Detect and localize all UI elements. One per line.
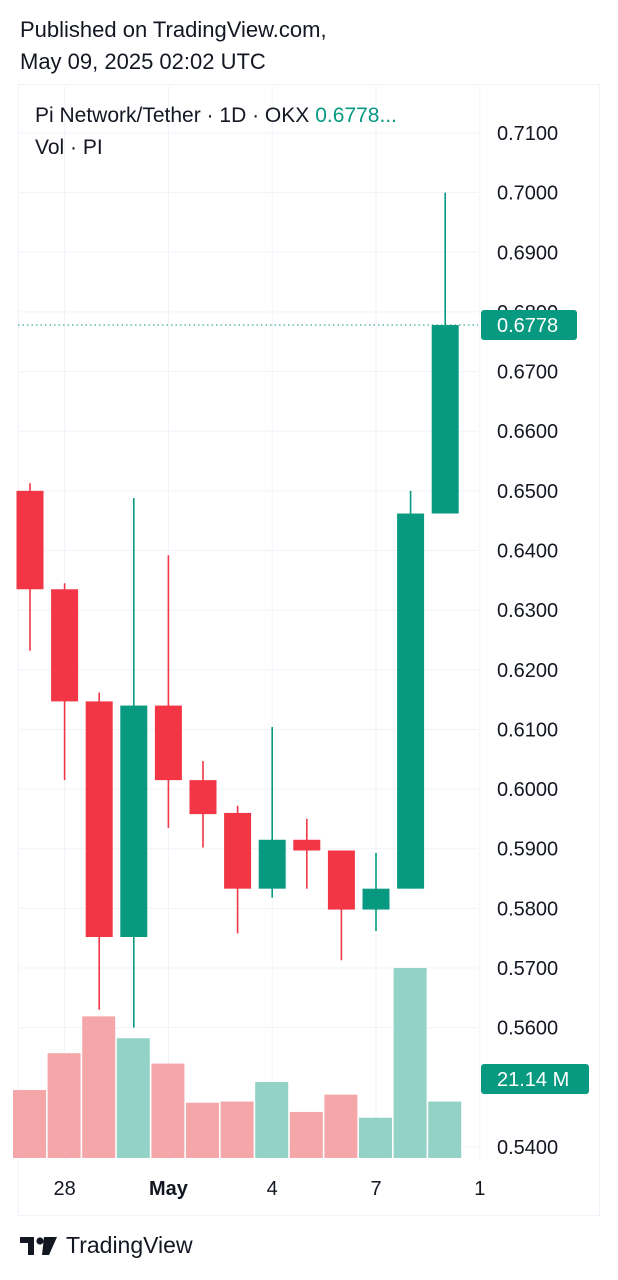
candle-body bbox=[51, 589, 79, 702]
y-tick-label: 0.5400 bbox=[497, 1137, 558, 1159]
volume-tag bbox=[481, 1064, 589, 1094]
volume-value-label: 21.14 M bbox=[497, 1069, 569, 1091]
tradingview-logo-icon bbox=[20, 1236, 57, 1255]
volume-bar bbox=[289, 1111, 323, 1158]
candle-body bbox=[431, 325, 459, 514]
y-tick-label: 0.6300 bbox=[497, 600, 558, 622]
volume-bar bbox=[393, 968, 427, 1158]
y-tick-label: 0.6600 bbox=[497, 421, 558, 443]
y-tick-label: 0.6400 bbox=[497, 541, 558, 563]
y-tick-label: 0.7100 bbox=[497, 123, 558, 145]
tradingview-footer: TradingView bbox=[20, 1232, 193, 1259]
volume-bar bbox=[428, 1101, 462, 1158]
volume-bar bbox=[47, 1053, 81, 1158]
volume-bar bbox=[324, 1094, 358, 1158]
volume-bar bbox=[255, 1082, 289, 1158]
published-note: Published on TradingView.com, May 09, 20… bbox=[20, 14, 327, 78]
symbol-label[interactable]: Pi Network/Tether · 1D · OKX bbox=[35, 104, 310, 127]
candle-body bbox=[154, 705, 182, 781]
y-tick-label: 0.5700 bbox=[497, 958, 558, 980]
last-price-label: 0.6778 bbox=[497, 315, 558, 337]
volume-bar bbox=[116, 1038, 150, 1158]
chart-legend: Pi Network/Tether · 1D · OKX 0.6778... Vo… bbox=[35, 100, 397, 164]
candle-body bbox=[85, 701, 113, 937]
last-price-legend: 0.6778... bbox=[315, 104, 397, 127]
x-tick-label: 28 bbox=[53, 1178, 75, 1200]
x-tick-label: 4 bbox=[267, 1178, 278, 1200]
x-tick-label: May bbox=[149, 1178, 189, 1200]
volume-bar bbox=[186, 1102, 219, 1158]
candle-body bbox=[293, 839, 321, 851]
volume-bar bbox=[151, 1063, 185, 1158]
y-tick-label: 0.6900 bbox=[497, 242, 558, 264]
y-tick-label: 0.6000 bbox=[497, 779, 558, 801]
y-axis: 0.71000.70000.69000.68000.67000.66000.65… bbox=[497, 123, 558, 1159]
last-price-tag bbox=[481, 310, 577, 341]
candle-body bbox=[16, 490, 44, 590]
y-tick-label: 0.6100 bbox=[497, 719, 558, 741]
volume-bar bbox=[220, 1101, 254, 1158]
chart-panel bbox=[18, 84, 600, 1216]
candle-body bbox=[224, 812, 252, 889]
y-tick-label: 0.5600 bbox=[497, 1018, 558, 1040]
y-tick-label: 0.6200 bbox=[497, 660, 558, 682]
candle-body bbox=[120, 705, 148, 937]
y-tick-label: 0.7000 bbox=[497, 183, 558, 205]
volume-bar bbox=[82, 1016, 116, 1158]
candle-body bbox=[362, 888, 390, 910]
price-labels: 0.6778 21.14 M bbox=[18, 310, 589, 1094]
candles bbox=[16, 192, 459, 1028]
y-tick-label: 0.5800 bbox=[497, 898, 558, 920]
candle-body bbox=[397, 513, 425, 889]
volume-bar bbox=[359, 1117, 392, 1158]
y-tick-label: 0.5900 bbox=[497, 839, 558, 861]
x-axis: 28 May 4 7 1 bbox=[53, 1178, 485, 1200]
volume-bars bbox=[13, 968, 462, 1158]
published-line-2: May 09, 2025 02:02 UTC bbox=[20, 49, 266, 74]
volume-bar bbox=[13, 1090, 46, 1158]
y-tick-label: 0.6700 bbox=[497, 362, 558, 384]
candle-body bbox=[327, 850, 355, 910]
candle-body bbox=[258, 839, 286, 889]
y-tick-label: 0.6500 bbox=[497, 481, 558, 503]
tradingview-brand: TradingView bbox=[66, 1232, 193, 1258]
x-tick-label: 7 bbox=[370, 1178, 381, 1200]
volume-legend[interactable]: Vol · PI bbox=[35, 136, 103, 159]
candle-body bbox=[189, 780, 217, 815]
published-line-1: Published on TradingView.com, bbox=[20, 17, 327, 42]
x-tick-label: 1 bbox=[474, 1178, 485, 1200]
